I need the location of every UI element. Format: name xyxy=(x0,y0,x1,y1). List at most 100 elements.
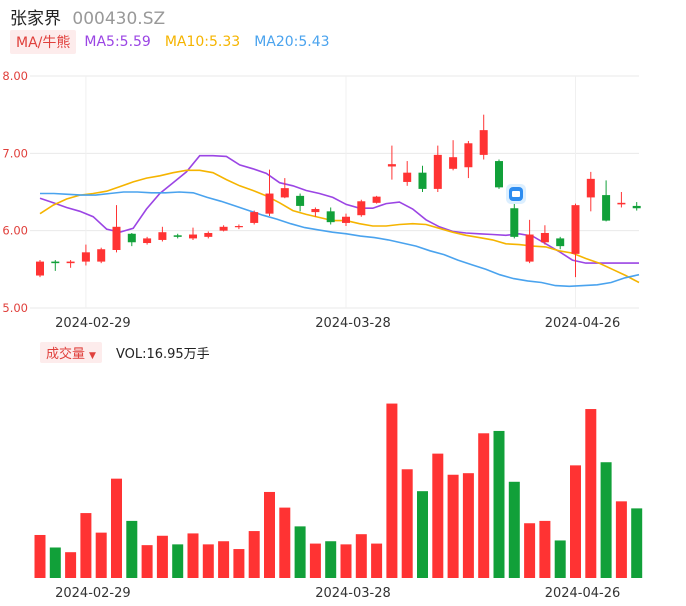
volume-bar xyxy=(264,491,275,578)
candle-body xyxy=(112,226,121,250)
candle-body xyxy=(189,234,197,239)
volume-legend: 成交量 ▼ VOL:16.95万手 xyxy=(40,341,210,363)
candle-body xyxy=(632,205,641,209)
volume-bar xyxy=(202,544,214,578)
candle-body xyxy=(234,226,243,228)
candle-body xyxy=(265,193,274,214)
volume-date-labels: 2024-02-29 2024-03-28 2024-04-26 xyxy=(55,586,620,601)
volume-date-tick-label: 2024-04-26 xyxy=(545,586,621,601)
volume-bar xyxy=(279,507,291,578)
stock-name: 张家界 xyxy=(10,9,61,29)
volume-bar xyxy=(585,409,597,578)
volume-bar xyxy=(80,513,92,578)
price-tick-label: 6.00 xyxy=(2,224,28,238)
volume-bar xyxy=(554,540,566,578)
volume-bar xyxy=(401,469,413,578)
candle-body xyxy=(571,205,580,254)
volume-value: VOL:16.95万手 xyxy=(115,346,210,362)
candle-body xyxy=(449,157,458,169)
volume-bar xyxy=(126,520,138,578)
volume-bar xyxy=(111,478,122,578)
volume-bar xyxy=(493,430,505,578)
candle-body xyxy=(326,211,335,223)
volume-bar xyxy=(187,533,199,578)
candle-body xyxy=(280,188,289,198)
volume-bar xyxy=(600,462,612,578)
ma20-line xyxy=(40,191,640,288)
volume-bar xyxy=(95,532,107,578)
candle-body xyxy=(81,252,90,262)
candle-body xyxy=(540,232,549,243)
volume-bar xyxy=(309,543,321,578)
price-date-labels: 2024-02-29 2024-03-28 2024-04-26 xyxy=(55,316,620,331)
candle-body xyxy=(387,164,396,167)
candle-body xyxy=(433,154,442,189)
volume-bar xyxy=(615,501,627,578)
volume-bar xyxy=(233,549,245,578)
candle-body xyxy=(418,172,427,189)
volume-bar xyxy=(248,531,260,578)
candle-body xyxy=(602,195,611,221)
stock-code: 000430.SZ xyxy=(72,9,166,29)
volume-bar xyxy=(325,541,337,578)
candle-body xyxy=(173,235,182,237)
ma10-label: MA10:5.33 xyxy=(164,34,241,50)
candle-body xyxy=(158,232,167,240)
volume-bar xyxy=(340,544,352,578)
volume-selector-button[interactable]: 成交量 ▼ xyxy=(40,341,102,363)
volume-bar xyxy=(631,508,643,578)
price-tick-label: 8.00 xyxy=(2,69,28,83)
price-grid xyxy=(30,75,639,309)
candle-body xyxy=(127,233,136,243)
candle-body xyxy=(617,202,626,205)
date-tick-label: 2024-02-29 xyxy=(55,316,131,331)
candle-body xyxy=(143,238,152,244)
volume-bar xyxy=(508,481,520,578)
price-tick-label: 7.00 xyxy=(2,146,28,160)
price-axis-labels: 8.00 7.00 6.00 5.00 xyxy=(2,69,28,315)
volume-bars xyxy=(34,403,643,578)
volume-bar xyxy=(49,547,61,578)
volume-bar xyxy=(524,523,536,578)
ma5-line xyxy=(39,154,639,264)
candle-body xyxy=(464,143,473,168)
candle-body xyxy=(586,178,595,198)
ma-legend: MA/牛熊 MA5:5.59 MA10:5.33 MA20:5.43 xyxy=(10,30,344,54)
candle-body xyxy=(311,209,320,213)
marker-icon-glyph xyxy=(512,191,520,197)
volume-bar xyxy=(156,535,168,578)
caret-down-icon: ▼ xyxy=(89,350,96,361)
volume-date-tick-label: 2024-02-29 xyxy=(55,586,131,601)
ma-toggle-button[interactable]: MA/牛熊 xyxy=(10,30,77,54)
volume-date-tick-label: 2024-03-28 xyxy=(315,586,391,601)
volume-bar xyxy=(539,520,551,578)
candle-body xyxy=(495,161,503,188)
volume-bar xyxy=(386,403,398,578)
volume-bar xyxy=(462,473,474,578)
volume-bar xyxy=(141,545,153,578)
volume-bar xyxy=(218,541,230,578)
candle-body xyxy=(357,201,366,216)
volume-bar xyxy=(371,543,383,578)
volume-bar xyxy=(432,453,444,578)
volume-bar xyxy=(570,465,581,578)
candle-body xyxy=(250,212,259,223)
ma-lines xyxy=(39,154,640,288)
candle-body xyxy=(556,238,565,247)
ma10-line xyxy=(39,169,640,284)
volume-selector-label: 成交量 xyxy=(46,346,86,362)
candle-body xyxy=(97,249,106,262)
candle-body xyxy=(403,172,412,182)
candle-body xyxy=(219,226,228,231)
candle-body xyxy=(342,216,350,223)
candles xyxy=(36,114,641,278)
candle-body xyxy=(372,196,381,203)
volume-bar xyxy=(447,474,459,578)
volume-bar xyxy=(478,433,490,578)
volume-bar xyxy=(34,534,46,578)
candle-body xyxy=(204,232,213,237)
candle-body xyxy=(510,208,519,237)
date-tick-label: 2024-03-28 xyxy=(315,316,391,331)
event-marker[interactable] xyxy=(506,184,526,204)
candle-body xyxy=(51,261,60,264)
